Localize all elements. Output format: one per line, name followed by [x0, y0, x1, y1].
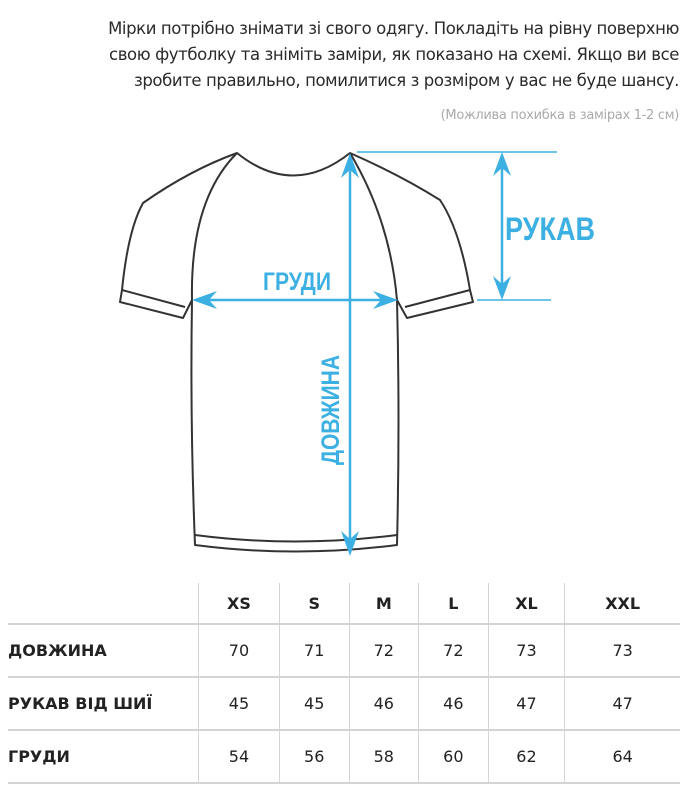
table-cell: 45: [198, 677, 280, 731]
table-cell: 56: [278, 730, 350, 784]
size-header: XL: [487, 583, 565, 625]
table-row: ГРУДИ 54 56 58 60 62 64: [8, 730, 680, 784]
table-cell: 58: [348, 730, 419, 784]
arrow-head: [373, 291, 398, 309]
size-header: XS: [198, 583, 280, 625]
table-cell: 71: [278, 624, 350, 678]
arrow-head: [192, 291, 217, 309]
table-cell: 73: [564, 624, 680, 678]
arrow-head: [493, 276, 511, 300]
table-cell: 54: [198, 730, 280, 784]
measure-arrows: [192, 151, 557, 556]
tolerance-note: (Можлива похибка в замірах 1-2 см): [440, 108, 680, 123]
size-header: XXL: [564, 583, 680, 625]
arrow-head: [493, 152, 511, 176]
table-corner: [8, 583, 199, 625]
table-cell: 62: [487, 730, 565, 784]
length-label: ДОВЖИНА: [317, 355, 345, 465]
table-row: РУКАВ ВІД ШИЇ 45 45 46 46 47 47: [8, 677, 680, 731]
intro-line: свою футболку та зніміть заміри, як пока…: [109, 45, 679, 64]
sleeve-label: РУКАВ: [505, 211, 595, 247]
chest-label: ГРУДИ: [263, 268, 331, 296]
row-label: ДОВЖИНА: [8, 624, 199, 678]
intro-line: зробите правильно, помилитися з розміром…: [133, 71, 679, 90]
row-label: ГРУДИ: [8, 730, 199, 784]
intro-text: Мірки потрібно знімати зі свого одягу. П…: [19, 16, 679, 94]
size-header-row: XS S M L XL XXL: [8, 583, 680, 625]
tshirt-outline: [119, 152, 474, 553]
tshirt-diagram: РУКАВ ГРУДИ ДОВЖИНА: [119, 151, 595, 556]
table-cell: 73: [487, 624, 565, 678]
table-cell: 45: [278, 677, 350, 731]
table-cell: 72: [418, 624, 489, 678]
intro-line: Мірки потрібно знімати зі свого одягу. П…: [108, 19, 679, 38]
size-header: M: [348, 583, 419, 625]
table-cell: 47: [487, 677, 565, 731]
table-cell: 64: [564, 730, 680, 784]
table-row: ДОВЖИНА 70 71 72 72 73 73: [8, 624, 680, 678]
size-table: XS S M L XL XXL ДОВЖИНА 70 71 72 72 73 7…: [8, 583, 680, 784]
table-cell: 46: [348, 677, 419, 731]
arrow-head: [341, 153, 359, 178]
table-cell: 60: [418, 730, 489, 784]
size-header: L: [418, 583, 489, 625]
table-cell: 46: [418, 677, 489, 731]
table-cell: 70: [198, 624, 280, 678]
table-cell: 47: [564, 677, 680, 731]
row-label: РУКАВ ВІД ШИЇ: [8, 677, 199, 731]
size-header: S: [278, 583, 350, 625]
table-cell: 72: [348, 624, 419, 678]
arrow-head: [341, 531, 359, 556]
